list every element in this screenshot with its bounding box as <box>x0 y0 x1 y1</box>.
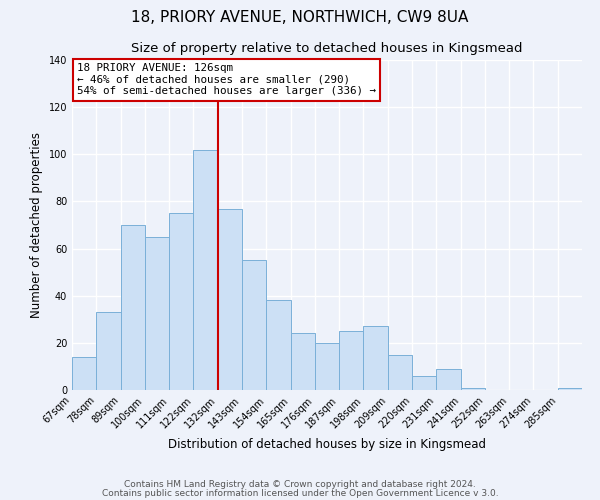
Y-axis label: Number of detached properties: Number of detached properties <box>30 132 43 318</box>
Text: 18, PRIORY AVENUE, NORTHWICH, CW9 8UA: 18, PRIORY AVENUE, NORTHWICH, CW9 8UA <box>131 10 469 25</box>
Bar <box>461 388 485 390</box>
Bar <box>266 300 290 390</box>
Bar <box>412 376 436 390</box>
Bar <box>290 334 315 390</box>
Bar <box>121 225 145 390</box>
Text: Contains HM Land Registry data © Crown copyright and database right 2024.: Contains HM Land Registry data © Crown c… <box>124 480 476 489</box>
X-axis label: Distribution of detached houses by size in Kingsmead: Distribution of detached houses by size … <box>168 438 486 451</box>
Bar <box>72 357 96 390</box>
Text: Contains public sector information licensed under the Open Government Licence v : Contains public sector information licen… <box>101 488 499 498</box>
Title: Size of property relative to detached houses in Kingsmead: Size of property relative to detached ho… <box>131 42 523 54</box>
Bar <box>96 312 121 390</box>
Bar <box>145 237 169 390</box>
Bar <box>339 331 364 390</box>
Bar <box>558 388 582 390</box>
Bar <box>242 260 266 390</box>
Bar <box>169 213 193 390</box>
Bar <box>193 150 218 390</box>
Bar <box>388 354 412 390</box>
Bar <box>315 343 339 390</box>
Bar <box>364 326 388 390</box>
Bar <box>218 208 242 390</box>
Text: 18 PRIORY AVENUE: 126sqm
← 46% of detached houses are smaller (290)
54% of semi-: 18 PRIORY AVENUE: 126sqm ← 46% of detach… <box>77 64 376 96</box>
Bar <box>436 369 461 390</box>
